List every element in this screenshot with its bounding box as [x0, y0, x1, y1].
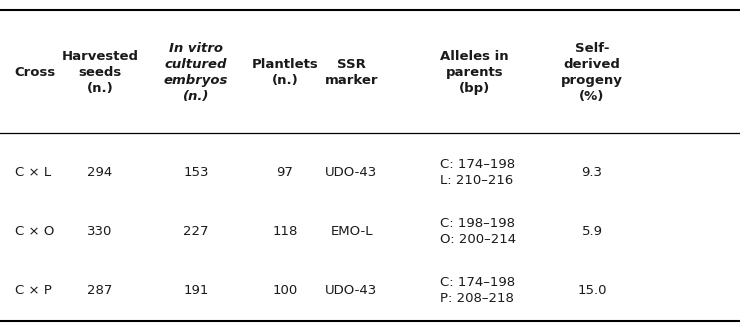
Text: 9.3: 9.3: [582, 166, 602, 179]
Text: Cross: Cross: [15, 66, 56, 79]
Text: In vitro
cultured
embryos
(n.): In vitro cultured embryos (n.): [164, 42, 228, 103]
Text: 118: 118: [272, 225, 297, 238]
Text: SSR
marker: SSR marker: [325, 58, 378, 87]
Text: 100: 100: [272, 284, 297, 297]
Text: 294: 294: [87, 166, 112, 179]
Text: Self-
derived
progeny
(%): Self- derived progeny (%): [561, 42, 623, 103]
Text: C: 174–198
P: 208–218: C: 174–198 P: 208–218: [440, 276, 516, 305]
Text: 15.0: 15.0: [577, 284, 607, 297]
Text: EMO-L: EMO-L: [330, 225, 373, 238]
Text: 191: 191: [184, 284, 209, 297]
Text: 330: 330: [87, 225, 112, 238]
Text: C × L: C × L: [15, 166, 51, 179]
Text: C × O: C × O: [15, 225, 54, 238]
Text: C × P: C × P: [15, 284, 52, 297]
Text: 5.9: 5.9: [582, 225, 602, 238]
Text: UDO-43: UDO-43: [326, 166, 377, 179]
Text: 287: 287: [87, 284, 112, 297]
Text: C: 174–198
L: 210–216: C: 174–198 L: 210–216: [440, 158, 516, 187]
Text: Harvested
seeds
(n.): Harvested seeds (n.): [61, 50, 138, 95]
Text: 97: 97: [277, 166, 293, 179]
Text: Plantlets
(n.): Plantlets (n.): [252, 58, 318, 87]
Text: 227: 227: [184, 225, 209, 238]
Text: C: 198–198
O: 200–214: C: 198–198 O: 200–214: [440, 217, 517, 246]
Text: UDO-43: UDO-43: [326, 284, 377, 297]
Text: 153: 153: [184, 166, 209, 179]
Text: Alleles in
parents
(bp): Alleles in parents (bp): [440, 50, 509, 95]
